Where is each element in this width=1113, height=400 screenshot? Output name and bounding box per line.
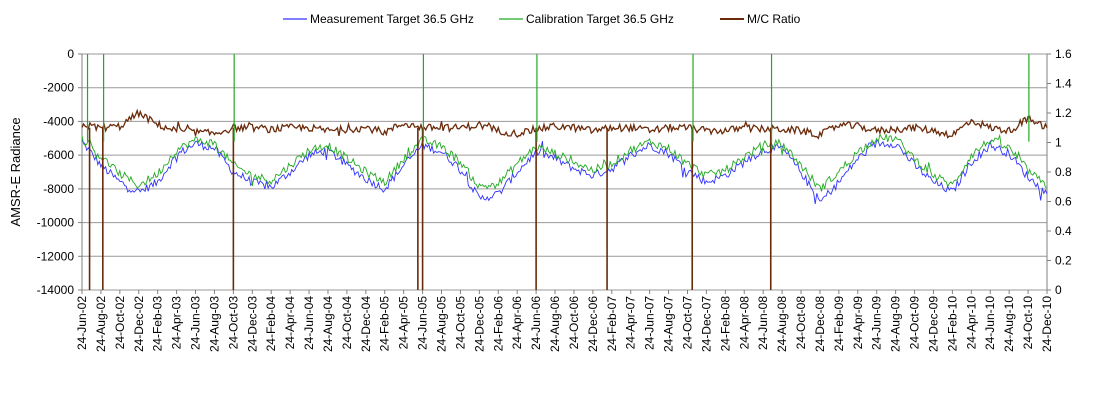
left-tick-label: 0	[67, 47, 74, 61]
x-tick-label: 24-Apr-03	[170, 296, 184, 350]
x-tick-label: 24-Aug-06	[548, 296, 562, 352]
left-tick-label: -8000	[43, 182, 74, 196]
right-tick-label: 0.6	[1055, 195, 1072, 209]
x-tick-label: 24-Jun-04	[302, 296, 316, 350]
x-tick-label: 24-Feb-08	[718, 296, 732, 352]
x-tick-label: 24-Oct-09	[908, 296, 922, 350]
right-tick-label: 1.6	[1055, 47, 1072, 61]
x-tick-label: 24-Jun-03	[189, 296, 203, 350]
x-tick-label: 24-Aug-09	[889, 296, 903, 352]
x-tick-label: 24-Apr-07	[624, 296, 638, 350]
x-tick-label: 24-Jun-05	[416, 296, 430, 350]
x-tick-label: 24-Feb-07	[605, 296, 619, 352]
x-tick-label: 24-Feb-09	[832, 296, 846, 352]
x-tick-label: 24-Aug-04	[321, 296, 335, 352]
x-tick-label: 24-Dec-08	[813, 296, 827, 352]
right-tick-label: 1	[1055, 136, 1062, 150]
right-tick-label: 0	[1055, 283, 1062, 297]
x-tick-label: 24-Apr-04	[283, 296, 297, 350]
y-axis-title: AMSR-E Radiance	[8, 117, 23, 226]
right-tick-label: 0.4	[1055, 224, 1072, 238]
left-tick-label: -12000	[37, 249, 75, 263]
x-tick-label: 24-Feb-06	[491, 296, 505, 352]
x-tick-label: 24-Oct-10	[1021, 296, 1035, 350]
x-tick-label: 24-Apr-08	[737, 296, 751, 350]
x-tick-label: 24-Oct-05	[453, 296, 467, 350]
x-axis: 24-Jun-02 24-Aug-02 24-Oct-02 24-Dec-02 24-F…	[75, 290, 1054, 352]
x-tick-label: 24-Apr-05	[397, 296, 411, 350]
grid-lines	[81, 53, 1048, 291]
left-tick-label: -6000	[43, 148, 74, 162]
x-tick-label: 24-Oct-03	[226, 296, 240, 350]
x-tick-label: 24-Apr-06	[510, 296, 524, 350]
x-tick-label: 24-Dec-02	[132, 296, 146, 352]
x-tick-label: 24-Apr-09	[851, 296, 865, 350]
x-tick-label: 24-Feb-10	[945, 296, 959, 352]
chart-legend: Measurement Target 36.5 GHz Calibration T…	[283, 12, 801, 26]
x-tick-label: 24-Jun-02	[75, 296, 89, 350]
legend-label: Measurement Target 36.5 GHz	[310, 12, 474, 26]
x-tick-label: 24-Aug-05	[435, 296, 449, 352]
x-tick-label: 24-Dec-07	[699, 296, 713, 352]
left-tick-label: -2000	[43, 81, 74, 95]
legend-label: M/C Ratio	[747, 12, 801, 26]
left-tick-label: -14000	[37, 283, 75, 297]
x-tick-label: 24-Jun-08	[756, 296, 770, 350]
x-tick-label: 24-Dec-03	[245, 296, 259, 352]
plot-area	[81, 54, 1048, 290]
x-tick-label: 24-Jun-09	[870, 296, 884, 350]
x-tick-label: 24-Jun-10	[983, 296, 997, 350]
left-y-axis: 0 -2000 -4000 -6000 -8000 -10000 -12000 -14000	[37, 47, 82, 297]
x-tick-label: 24-Apr-10	[964, 296, 978, 350]
x-tick-label: 24-Aug-08	[775, 296, 789, 352]
left-tick-label: -10000	[37, 216, 75, 230]
m-c-ratio-line	[81, 108, 1048, 140]
x-tick-label: 24-Dec-05	[472, 296, 486, 352]
right-tick-label: 1.4	[1055, 77, 1072, 91]
x-tick-label: 24-Dec-06	[586, 296, 600, 352]
x-tick-label: 24-Aug-07	[662, 296, 676, 352]
x-tick-label: 24-Jun-07	[643, 296, 657, 350]
x-tick-label: 24-Dec-10	[1040, 296, 1054, 352]
x-tick-label: 24-Oct-08	[794, 296, 808, 350]
right-tick-label: 0.8	[1055, 165, 1072, 179]
x-tick-label: 24-Feb-05	[378, 296, 392, 352]
x-tick-label: 24-Oct-04	[340, 296, 354, 350]
x-tick-label: 24-Aug-10	[1002, 296, 1016, 352]
x-tick-label: 24-Dec-04	[359, 296, 373, 352]
measurement-target-36-5-ghz-line	[81, 138, 1048, 204]
x-tick-label: 24-Feb-03	[151, 296, 165, 352]
right-tick-label: 1.2	[1055, 106, 1072, 120]
x-tick-label: 24-Oct-02	[113, 296, 127, 350]
x-tick-label: 24-Dec-09	[926, 296, 940, 352]
right-tick-label: 0.2	[1055, 254, 1072, 268]
right-y-axis: 1.6 1.4 1.2 1 0.8 0.6 0.4 0.2 0	[1047, 47, 1072, 297]
x-tick-label: 24-Aug-03	[207, 296, 221, 352]
x-tick-label: 24-Feb-04	[264, 296, 278, 352]
x-tick-label: 24-Oct-07	[680, 296, 694, 350]
x-tick-label: 24-Oct-06	[567, 296, 581, 350]
x-tick-label: 24-Aug-02	[94, 296, 108, 352]
calibration-target-36-5-ghz-line	[81, 133, 1047, 192]
x-tick-label: 24-Jun-06	[529, 296, 543, 350]
legend-label: Calibration Target 36.5 GHz	[526, 12, 674, 26]
left-tick-label: -4000	[43, 114, 74, 128]
